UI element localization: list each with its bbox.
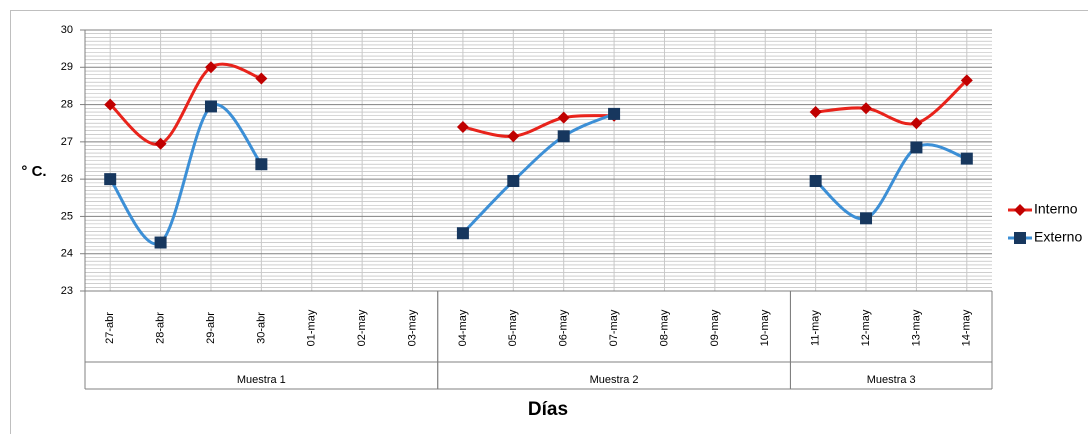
marker [456,227,469,240]
marker [456,120,469,133]
marker [154,236,167,249]
chart-border [10,10,1088,434]
x-tick-label: 08-may [658,309,670,346]
marker [860,102,873,115]
y-tick-label: 27 [61,136,73,148]
marker [104,98,117,111]
marker [104,173,117,186]
legend-label: Externo [1034,229,1082,245]
x-tick-label: 07-may [608,309,620,346]
marker [154,137,167,150]
series-line [814,143,968,221]
group-label: Muestra 1 [237,374,286,386]
x-tick-label: 27-abr [104,312,116,344]
series-line [461,112,615,235]
x-tick-label: 30-abr [255,312,267,344]
marker [204,100,217,113]
marker [960,152,973,165]
y-tick-label: 30 [61,24,73,36]
series-line [108,103,263,246]
series-line [462,114,615,138]
x-tick-label: 10-may [759,309,771,346]
legend-label: Interno [1034,201,1078,217]
y-tick-label: 24 [61,248,73,260]
legend-marker [1014,232,1026,244]
marker [809,175,822,188]
legend-marker [1014,204,1026,216]
marker [255,158,268,171]
y-tick-label: 28 [61,98,73,110]
x-tick-label: 03-may [406,309,418,346]
x-tick-label: 28-abr [154,312,166,344]
x-tick-label: 04-may [457,309,469,346]
marker [557,111,570,124]
x-tick-label: 14-may [961,309,973,346]
y-tick-label: 25 [61,210,73,222]
group-label: Muestra 2 [590,374,639,386]
x-tick-label: 06-may [558,309,570,346]
x-tick-label: 09-may [709,309,721,346]
marker [507,175,520,188]
y-axis-label: ° C. [21,163,46,180]
x-tick-label: 12-may [860,309,872,346]
y-tick-label: 26 [61,173,73,185]
marker [960,74,973,87]
marker [507,130,520,143]
marker [860,212,873,225]
marker [910,117,923,130]
x-axis-label: Días [528,399,568,420]
x-tick-label: 29-abr [205,312,217,344]
marker [809,106,822,119]
x-tick-label: 13-may [910,309,922,346]
marker [204,61,217,74]
x-tick-label: 01-may [306,309,318,346]
marker [608,107,621,120]
marker [255,72,268,85]
y-tick-label: 29 [61,61,73,73]
x-tick-label: 02-may [356,309,368,346]
x-tick-label: 11-may [810,310,822,346]
series-line [109,62,262,146]
x-tick-label: 05-may [507,309,519,346]
marker [557,130,570,143]
marker [910,141,923,154]
y-tick-label: 23 [61,285,73,297]
group-label: Muestra 3 [867,374,916,386]
series-line [815,79,968,126]
